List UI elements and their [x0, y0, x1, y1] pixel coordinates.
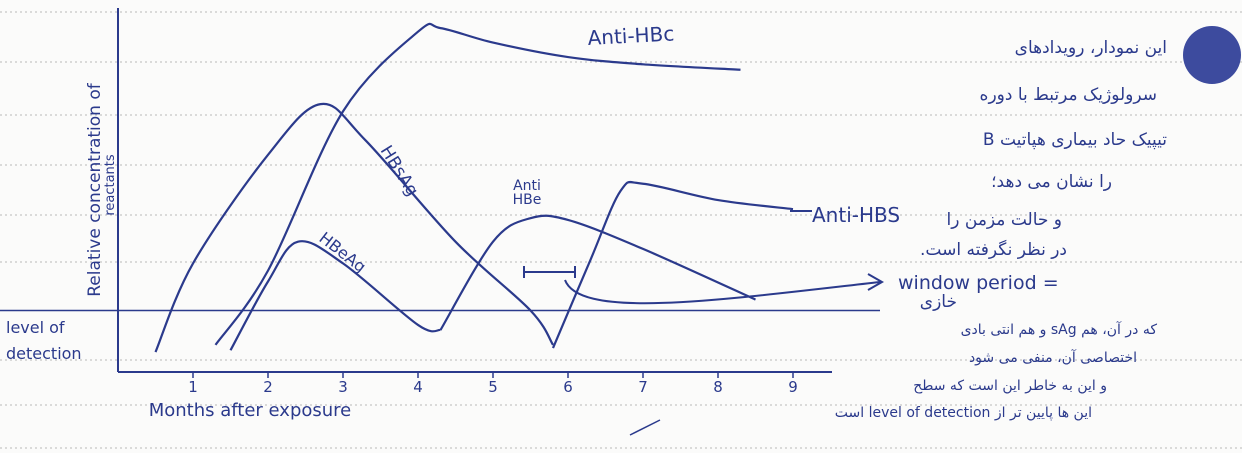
x-tick-label: 5 [488, 378, 498, 396]
note-line: را نشان می دهد؛ [991, 172, 1112, 192]
x-tick-label: 4 [413, 378, 423, 396]
window-label: window period = [898, 272, 1059, 294]
x-tick-label: 6 [563, 378, 573, 396]
note-line: سرولوژیک مرتبط با دوره [980, 85, 1157, 105]
detection-label: level of [6, 318, 65, 337]
dot [1183, 26, 1241, 84]
series-label: HBeAg [316, 228, 370, 276]
x-tick-label: 3 [338, 378, 348, 396]
x-tick-label: 8 [713, 378, 723, 396]
series-label: HBsAg [376, 142, 422, 200]
series-line [216, 24, 741, 345]
note-line: تیپیک حاد بیماری هپاتیت B [983, 130, 1167, 150]
series-line [156, 104, 554, 352]
series-label: Anti-HBS [812, 203, 900, 227]
note-line: و این به خاطر این است که سطح [913, 378, 1107, 394]
note-line: این ها پایین تر از level of detection اس… [835, 405, 1092, 421]
detection-label: detection [6, 344, 82, 363]
note-line: خازی [920, 292, 957, 312]
note-line: که در آن، هم sAg و هم انتی بادی [961, 322, 1157, 338]
y-axis-label: Relative concentration of [85, 82, 105, 297]
stroke [630, 420, 660, 435]
series-label: Anti-HBc [587, 21, 675, 50]
x-axis-label: Months after exposure [149, 400, 352, 421]
window-arrow [565, 274, 882, 303]
y-axis-label: reactants [103, 154, 118, 216]
note-line: در نظر نگرفته است. [920, 240, 1067, 260]
x-tick-label: 1 [188, 378, 198, 396]
x-tick-label: 9 [788, 378, 798, 396]
x-tick-label: 2 [263, 378, 273, 396]
x-tick-label: 7 [638, 378, 648, 396]
note-line: اختصاصی آن، منفی می شود [969, 350, 1137, 366]
window-bracket [524, 266, 575, 278]
page: Relative concentration ofreactants 1 2 3 4 5 6… [0, 0, 1242, 453]
series-line [553, 182, 793, 348]
note-line: این نمودار، رویدادهای [1015, 38, 1167, 58]
note-line: و حالت مزمن را [947, 210, 1062, 230]
